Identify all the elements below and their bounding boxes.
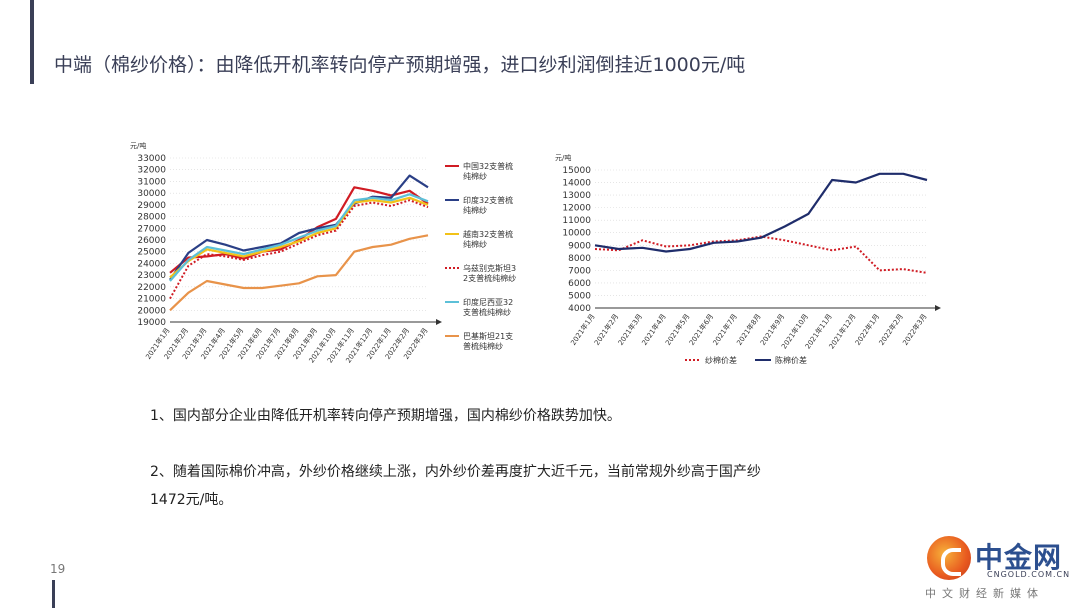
y-tick-label: 27000	[137, 224, 166, 234]
series-line-1	[169, 174, 429, 281]
y-tick-label: 33000	[137, 154, 166, 164]
page-number: 19	[50, 562, 66, 576]
y-tick-label: 26000	[137, 236, 166, 246]
logo-subtitle: 中文财经新媒体	[925, 587, 1044, 600]
y-tick-label: 19000	[137, 318, 166, 328]
series-line-2	[169, 196, 429, 279]
paragraph-2-continued: 1472元/吨。	[150, 492, 233, 508]
y-tick-label: 14000	[562, 179, 591, 189]
chart-spread-svg: 元/吨 4000 5000 6000 7000 8000 9000 10000 11000 120…	[555, 153, 941, 365]
page-title: 中端（棉纱价格）：由降低开机率转向停产预期增强，进口纱利润倒挂近1000元/吨	[54, 54, 746, 76]
legend-label-4: 印度尼西亚32 支普梳纯棉纱	[463, 297, 513, 317]
chart-spread: 元/吨 4000 5000 6000 7000 8000 9000 10000 11000 120…	[555, 140, 950, 375]
y-tick-label: 31000	[137, 177, 166, 187]
y-tick-label: 7000	[568, 266, 591, 276]
series-line-3	[169, 199, 429, 300]
y-tick-label: 21000	[137, 295, 166, 305]
logo-domain: CNGOLD.COM.CN	[987, 570, 1071, 579]
y-tick-label: 5000	[568, 291, 591, 301]
legend-label-2: 越南32支普梳纯棉纱	[463, 229, 513, 249]
legend-label-1: 陈棉价差	[775, 355, 807, 365]
y-tick-label: 28000	[137, 213, 166, 223]
legend-label-5: 巴基斯坦21支普梳纯棉纱	[463, 331, 513, 351]
y-tick-label: 10000	[562, 229, 591, 239]
series-line-4	[169, 193, 429, 282]
y-tick-label: 20000	[137, 306, 166, 316]
y-tick-label: 24000	[137, 259, 166, 269]
chart-yarn-prices: 元/吨 19000 20000 21000 22000 23000 24000 25000 26…	[120, 140, 540, 375]
y-tick-label: 13000	[562, 191, 591, 201]
logo-icon	[927, 536, 971, 580]
logo: 中金网 CNGOLD.COM.CN 中文财经新媒体	[905, 530, 1075, 605]
logo-name: 中金网	[975, 541, 1063, 574]
footer-accent-bar	[52, 580, 55, 608]
y-tick-label: 8000	[568, 254, 591, 264]
legend-label-0: 中国32支普梳纯棉纱	[463, 161, 513, 181]
series-line-5	[169, 234, 429, 312]
paragraph-2: 2、随着国际棉价冲高，外纱价格继续上涨，内外纱价差再度扩大近千元，当前常规外纱高…	[150, 464, 761, 480]
title-accent-bar	[30, 0, 34, 84]
series-line-1	[594, 172, 928, 253]
y-tick-label: 11000	[562, 216, 591, 226]
y-tick-label: 6000	[568, 279, 591, 289]
y-axis-unit: 元/吨	[130, 141, 146, 150]
y-tick-label: 30000	[137, 189, 166, 199]
y-axis-unit: 元/吨	[555, 153, 571, 162]
y-tick-label: 29000	[137, 201, 166, 211]
y-tick-label: 15000	[562, 166, 591, 176]
legend-label-3: 乌兹别克斯坦3 2支普梳纯棉纱	[463, 263, 516, 283]
y-tick-label: 9000	[568, 241, 591, 251]
paragraph-1: 1、国内部分企业由降低开机率转向停产预期增强，国内棉纱价格跌势加快。	[150, 408, 621, 424]
y-tick-label: 25000	[137, 248, 166, 258]
y-tick-label: 32000	[137, 166, 166, 176]
y-tick-label: 4000	[568, 304, 591, 314]
series-line-0	[594, 235, 928, 274]
legend-label-1: 印度32支普梳纯棉纱	[463, 195, 513, 215]
y-tick-label: 12000	[562, 204, 591, 214]
y-tick-label: 22000	[137, 283, 166, 293]
y-tick-label: 23000	[137, 271, 166, 281]
x-axis-arrow	[436, 319, 442, 325]
x-axis-arrow	[935, 305, 941, 311]
legend-label-0: 纱棉价差	[705, 355, 737, 365]
